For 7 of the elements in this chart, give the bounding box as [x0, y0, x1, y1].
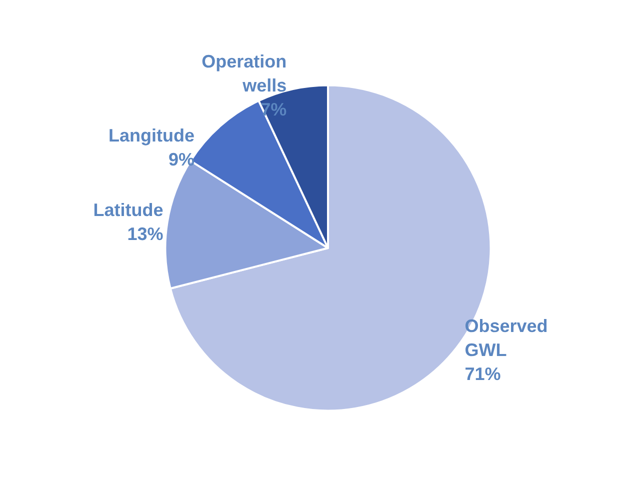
data-label: 71%: [464, 364, 501, 384]
slice-label: Observed GWL: [464, 316, 548, 360]
slice-label: Operation wells: [202, 51, 287, 96]
data-label: 13%: [127, 224, 164, 244]
slice-label: Langitude: [108, 125, 195, 146]
data-label: 9%: [168, 149, 195, 170]
slice-label: Latitude: [93, 200, 164, 220]
